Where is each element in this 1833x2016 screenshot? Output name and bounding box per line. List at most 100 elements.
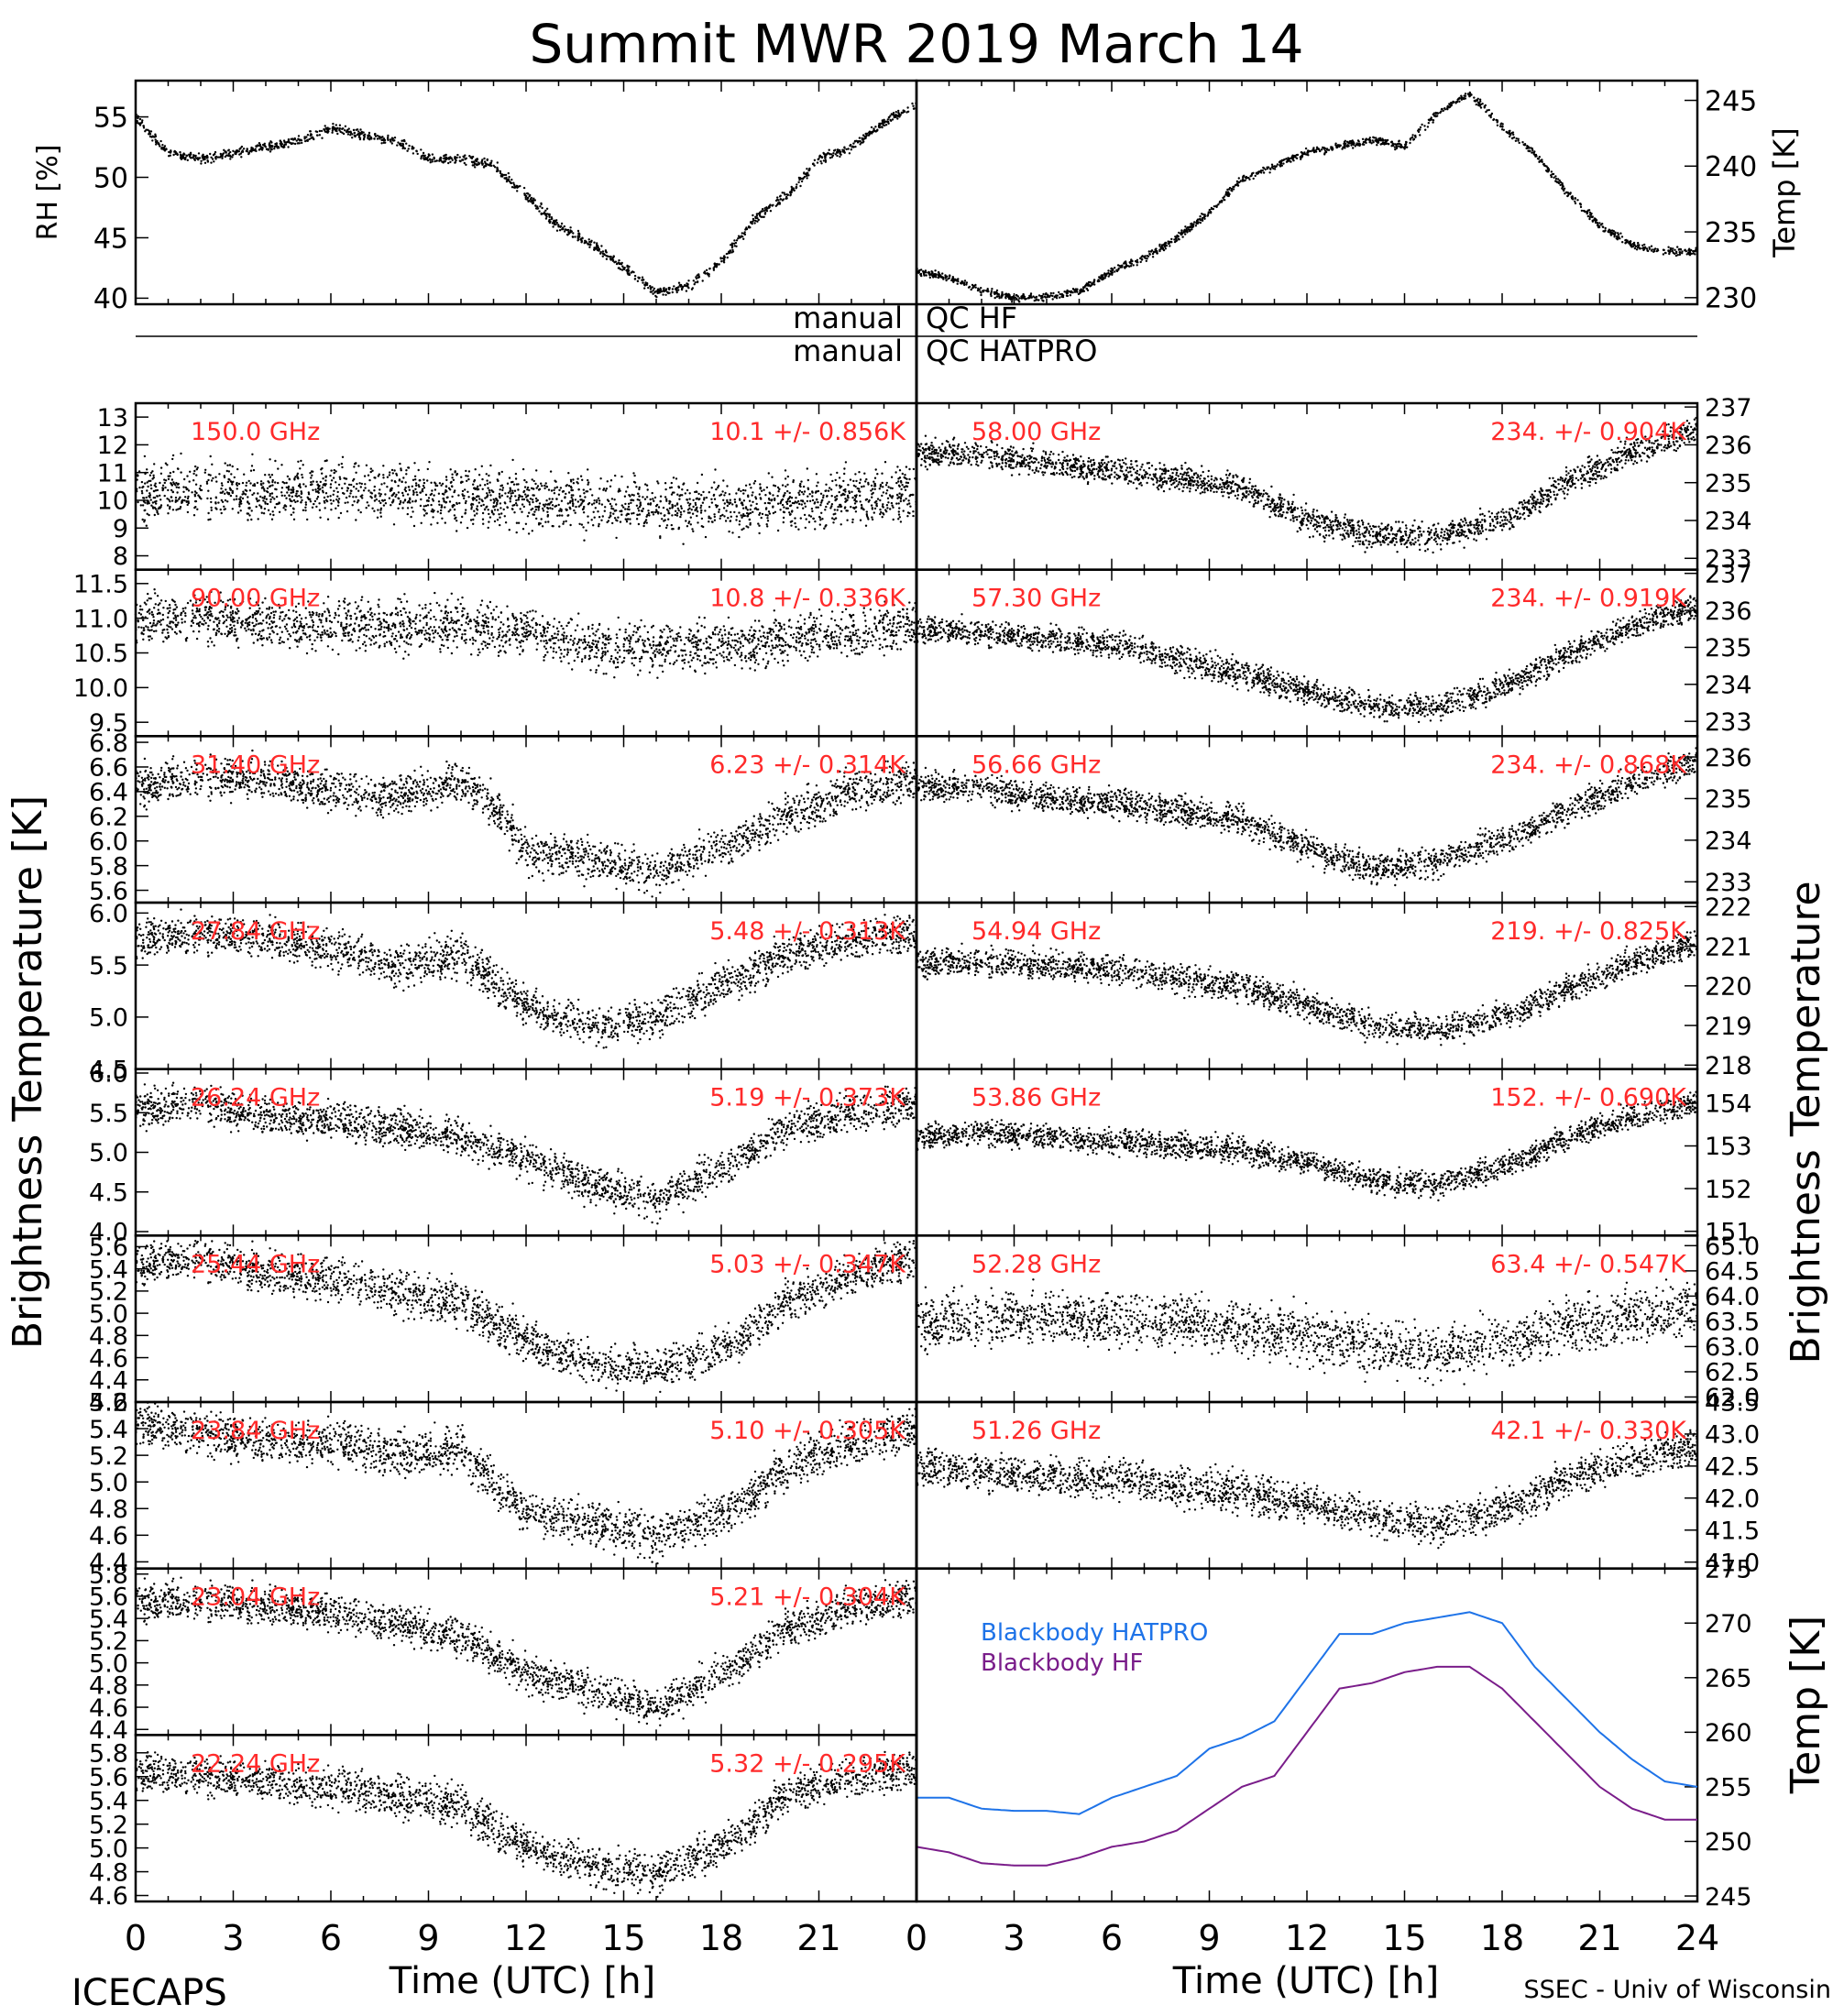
- data-point: [911, 103, 913, 104]
- data-point: [477, 163, 479, 165]
- data-point: [438, 159, 440, 161]
- data-point: [430, 161, 432, 163]
- data-point: [1136, 264, 1138, 266]
- data-point: [387, 135, 389, 137]
- data-point: [312, 137, 313, 138]
- data-point: [584, 242, 586, 244]
- data-point: [776, 203, 778, 205]
- data-point: [423, 155, 425, 157]
- data-point: [655, 296, 657, 298]
- data-point: [348, 127, 350, 129]
- data-point: [182, 152, 184, 154]
- data-point: [723, 256, 725, 257]
- data-point: [532, 198, 534, 200]
- data-point: [274, 146, 276, 148]
- data-point: [884, 125, 885, 126]
- data-point: [227, 155, 229, 157]
- data-point: [804, 176, 806, 178]
- data-point: [247, 148, 248, 149]
- data-point: [829, 149, 830, 151]
- data-point: [239, 148, 241, 149]
- data-point: [426, 158, 428, 159]
- data-point: [538, 210, 540, 212]
- data-point: [236, 151, 237, 153]
- data-point: [143, 126, 145, 128]
- data-point: [642, 281, 643, 283]
- data-point: [338, 129, 340, 131]
- data-point: [569, 226, 571, 228]
- data-point: [835, 153, 837, 155]
- data-point: [737, 237, 739, 239]
- data-point: [634, 278, 636, 279]
- data-point: [1421, 124, 1422, 126]
- data-point: [757, 213, 759, 214]
- data-point: [1497, 125, 1498, 126]
- data-point: [855, 140, 857, 142]
- data-point: [1476, 104, 1477, 105]
- data-point: [332, 123, 334, 125]
- data-point: [612, 257, 614, 258]
- data-point: [335, 129, 336, 131]
- data-point: [319, 134, 321, 136]
- data-point: [155, 143, 157, 145]
- data-point: [785, 196, 787, 198]
- data-point: [1376, 144, 1377, 146]
- data-point: [741, 236, 743, 237]
- data-point: [434, 158, 435, 159]
- data-point: [364, 134, 366, 136]
- data-point: [510, 182, 512, 184]
- data-point: [145, 129, 147, 131]
- data-point: [1480, 106, 1482, 108]
- data-point: [462, 156, 464, 158]
- data-point: [663, 287, 664, 289]
- data-point: [893, 114, 895, 115]
- data-point: [532, 200, 534, 202]
- data-point: [258, 142, 260, 144]
- data-point: [545, 217, 547, 219]
- data-point: [151, 139, 153, 141]
- data-point: [913, 107, 915, 109]
- data-point: [798, 179, 800, 181]
- rh-panel-frame: [136, 81, 916, 304]
- data-point: [708, 268, 710, 269]
- data-point: [1509, 130, 1510, 132]
- data-point: [265, 146, 267, 148]
- data-point: [1553, 173, 1554, 175]
- data-point: [637, 277, 639, 279]
- data-point: [465, 164, 466, 166]
- data-point: [772, 204, 774, 206]
- data-point: [1481, 103, 1483, 104]
- data-point: [887, 121, 889, 123]
- data-point: [200, 162, 202, 164]
- data-point: [310, 130, 312, 132]
- data-point: [1018, 301, 1020, 302]
- data-point: [475, 163, 477, 165]
- data-point: [849, 152, 851, 154]
- data-point: [888, 116, 890, 118]
- data-point: [605, 249, 607, 251]
- data-point: [752, 221, 753, 223]
- data-point: [180, 157, 181, 159]
- data-point: [364, 136, 366, 137]
- data-point: [401, 143, 403, 145]
- data-point: [359, 128, 361, 130]
- data-point: [742, 238, 744, 240]
- data-point: [423, 152, 424, 154]
- data-point: [980, 294, 982, 296]
- data-point: [505, 174, 507, 176]
- data-point: [406, 150, 408, 152]
- data-point: [634, 275, 636, 277]
- data-point: [843, 149, 845, 151]
- data-point: [822, 152, 824, 154]
- data-point: [269, 143, 270, 145]
- data-point: [606, 258, 608, 260]
- data-point: [596, 242, 598, 244]
- data-point: [149, 136, 151, 137]
- data-point: [1476, 99, 1478, 101]
- data-point: [443, 158, 445, 159]
- data-point: [436, 159, 438, 161]
- data-point: [412, 152, 414, 154]
- data-point: [901, 112, 903, 114]
- data-point: [273, 148, 275, 149]
- data-point: [449, 161, 451, 163]
